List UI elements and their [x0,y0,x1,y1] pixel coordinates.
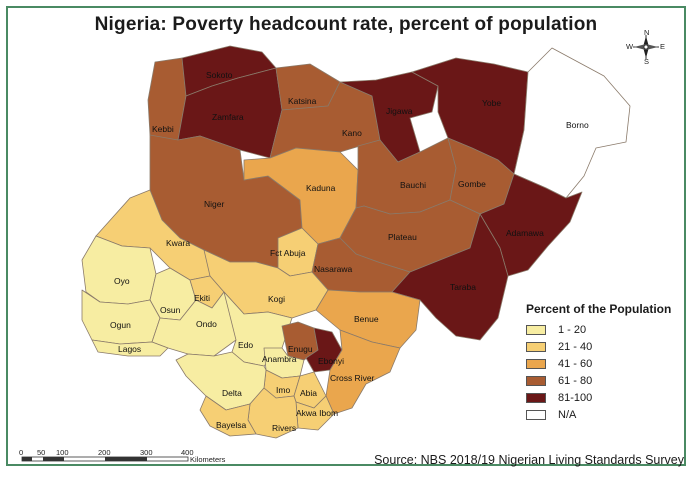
legend-item: 61 - 80 [526,372,686,389]
label-jigawa: Jigawa [386,106,413,116]
scale-tick: 100 [56,448,69,457]
state-benue[interactable] [315,289,421,349]
label-bauchi: Bauchi [400,180,426,190]
label-nasarawa: Nasarawa [314,264,353,274]
compass-rose-icon: N S E W [626,30,665,64]
label-kebbi: Kebbi [152,124,174,134]
label-ebonyi: Ebonyi [318,356,344,366]
label-ondo: Ondo [196,319,217,329]
label-niger: Niger [204,199,224,209]
label-enugu: Enugu [288,344,313,354]
scale-tick: 50 [37,448,45,457]
label-taraba: Taraba [450,282,476,292]
legend-label: 61 - 80 [558,374,593,387]
legend-swatch [526,358,546,369]
legend-label: 81-100 [558,391,593,404]
compass-w: W [626,42,634,51]
label-benue: Benue [354,314,379,324]
compass-e: E [660,42,665,51]
state-jigawa[interactable] [339,71,439,163]
legend-swatch [526,324,546,335]
label-edo: Edo [238,340,253,350]
legend-label: 1 - 20 [558,323,587,336]
label-delta: Delta [222,388,242,398]
label-adamawa: Adamawa [506,228,544,238]
legend-label: 41 - 60 [558,357,593,370]
scale-tick: 400 [181,448,194,457]
legend-item: 1 - 20 [526,321,686,338]
compass-s: S [644,57,649,64]
legend-title: Percent of the Population [526,302,672,316]
legend-swatch [526,392,546,403]
label-imo: Imo [276,385,290,395]
label-kaduna: Kaduna [306,183,336,193]
scale-tick: 0 [19,448,23,457]
legend-item: N/A [526,406,686,423]
state-labels: Sokoto Zamfara Kebbi Katsina Kano Jigawa… [110,70,589,433]
state-cross-river[interactable] [325,329,401,415]
scale-unit: Kilometers [190,455,226,464]
compass-n: N [644,30,649,37]
legend-item: 81-100 [526,389,686,406]
label-plateau: Plateau [388,232,417,242]
label-kogi: Kogi [268,294,285,304]
label-fct-abuja: Fct Abuja [270,248,306,258]
state-ebonyi[interactable] [305,327,343,373]
label-borno: Borno [566,120,589,130]
legend-swatch [526,341,546,352]
label-cross-river: Cross River [330,373,375,383]
label-sokoto: Sokoto [206,70,233,80]
label-kwara: Kwara [166,238,190,248]
label-lagos: Lagos [118,344,141,354]
label-bayelsa: Bayelsa [216,420,247,430]
label-katsina: Katsina [288,96,317,106]
scale-tick: 200 [98,448,111,457]
legend-swatch [526,409,546,420]
legend-label: 21 - 40 [558,340,593,353]
label-yobe: Yobe [482,98,501,108]
label-akwa-ibom: Akwa Ibom [296,408,338,418]
map-title: Nigeria: Poverty headcount rate, percent… [94,14,598,35]
legend-item: 21 - 40 [526,338,686,355]
label-ogun: Ogun [110,320,131,330]
label-gombe: Gombe [458,179,486,189]
label-ekiti: Ekiti [194,293,210,303]
source-note: Source: NBS 2018/19 Nigerian Living Stan… [374,453,684,467]
label-osun: Osun [160,305,181,315]
state-borno[interactable] [513,47,631,199]
label-rivers: Rivers [272,423,296,433]
label-zamfara: Zamfara [212,112,244,122]
state-adamawa[interactable] [479,173,583,277]
legend: Percent of the Population 1 - 20 21 - 40… [526,302,686,423]
label-abia: Abia [300,388,317,398]
label-anambra: Anambra [262,354,297,364]
scale-tick: 300 [140,448,153,457]
state-bayelsa[interactable] [199,395,257,437]
state-lagos[interactable] [91,339,169,357]
label-kano: Kano [342,128,362,138]
legend-swatch [526,375,546,386]
label-oyo: Oyo [114,276,130,286]
scale-bar: 0 50 100 200 300 400 Kilometers [19,448,226,464]
legend-label: N/A [558,408,577,421]
legend-item: 41 - 60 [526,355,686,372]
